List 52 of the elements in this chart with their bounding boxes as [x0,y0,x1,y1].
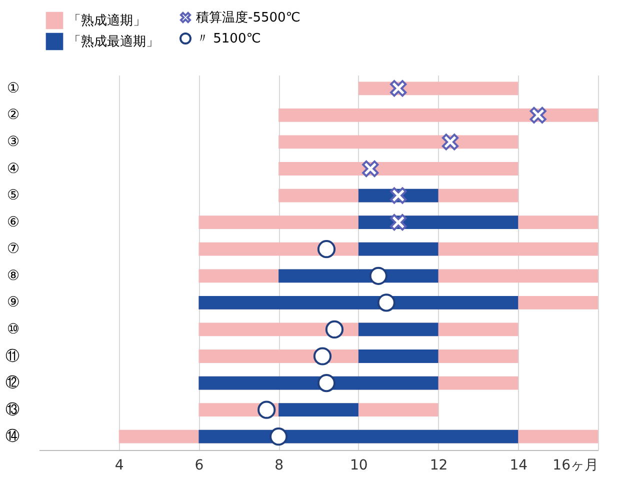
y-tick-label: ⑨ [6,294,20,311]
y-tick-label: ⑬ [6,402,20,418]
y-tick-label: ⑫ [6,375,20,392]
point [390,214,407,231]
point [313,347,332,366]
y-tick-label: ② [6,107,20,124]
point [258,400,276,419]
bar [198,376,438,390]
x-tick-label: 14 [510,458,528,474]
bar [358,242,438,256]
bar [278,108,598,122]
x-tick-label: 10 [350,458,368,474]
x-tick-label: 16ヶ月 [552,458,598,474]
point [317,374,336,392]
y-tick-label: ⑧ [6,268,20,284]
x-tick-label: 6 [194,458,204,474]
bar [358,216,518,230]
y-tick-label: ⑪ [6,348,20,364]
y-tick-label: ⑦ [6,241,20,258]
y-tick-label: ⑤ [6,188,20,204]
point [270,428,288,446]
x-tick-label: 4 [114,458,124,474]
legend-label: 〃 5100℃ [196,32,261,46]
point [317,240,336,258]
point [377,294,396,312]
y-tick-label: ⑭ [6,428,20,445]
bar [278,403,358,417]
y-tick-label: ① [6,80,20,96]
legend-label: 「熟成最適期」 [68,34,159,50]
x-tick-label: 8 [274,458,284,474]
bar [278,135,518,149]
y-tick-label: ⑥ [6,214,20,230]
bar [358,350,438,363]
legend-label: 積算温度-5500℃ [196,10,300,26]
point [369,266,388,285]
y-tick-label: ③ [6,134,20,150]
point [390,80,407,97]
bar [278,162,518,176]
bar [278,269,438,283]
point [530,106,546,124]
y-tick-label: ④ [6,160,20,177]
point [325,320,344,339]
point [390,187,407,204]
legend-label: 「熟成適期」 [68,12,146,28]
x-tick-label: 12 [430,458,448,474]
point [442,134,459,150]
y-tick-label: ⑩ [6,321,20,338]
bar [358,82,518,96]
point [362,160,379,178]
bar [358,322,438,336]
bar [198,296,518,310]
bar [198,430,518,444]
